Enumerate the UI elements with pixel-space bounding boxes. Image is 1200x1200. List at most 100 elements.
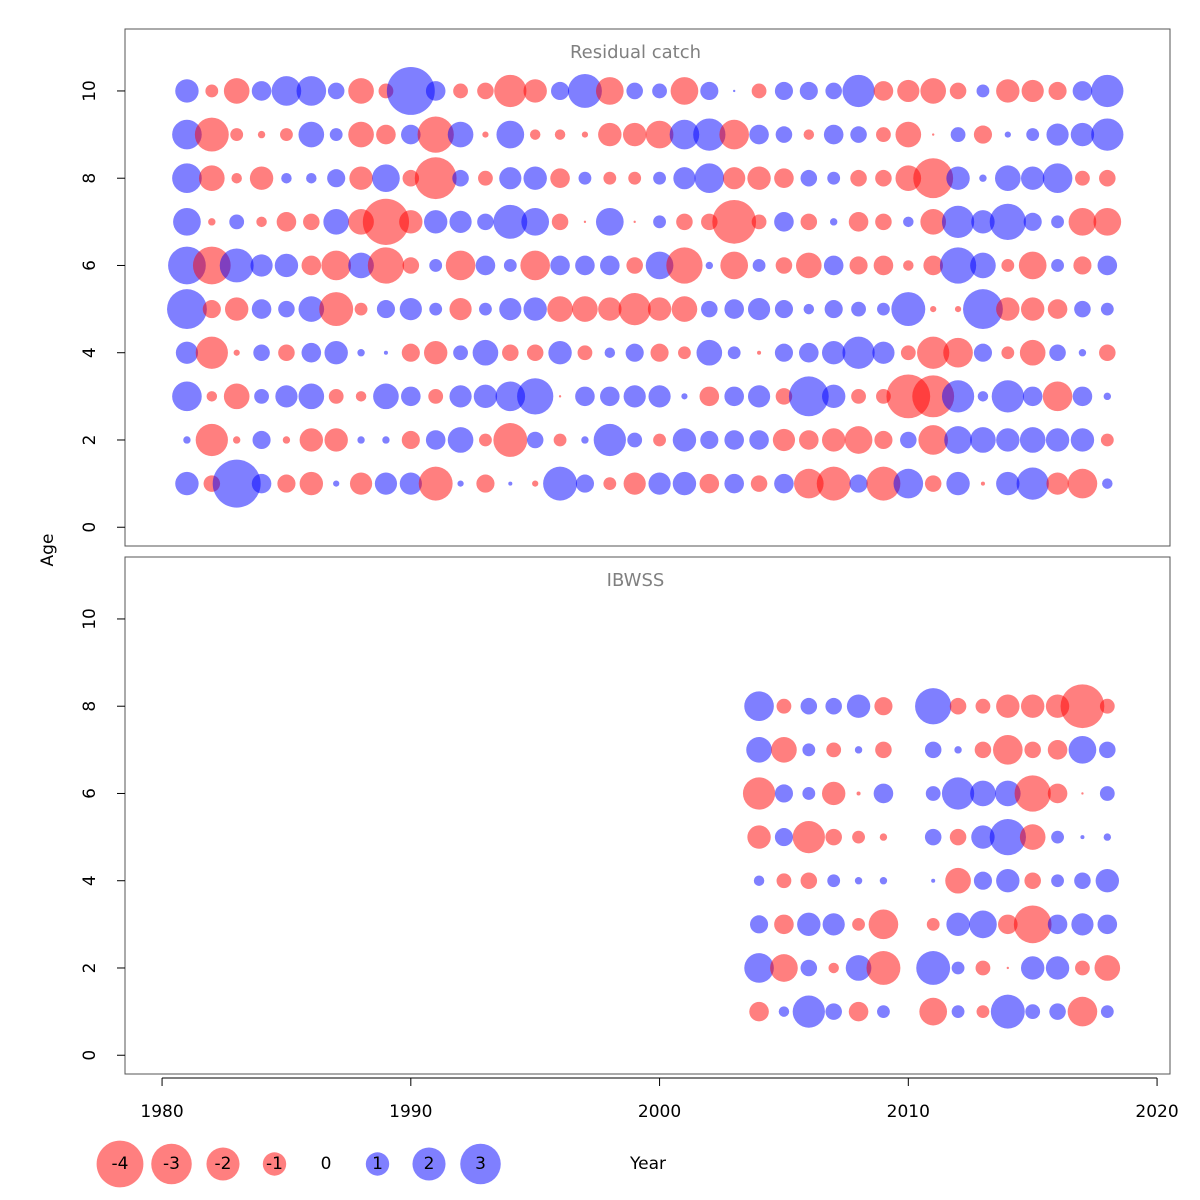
bubble — [328, 388, 344, 404]
bubble — [523, 166, 547, 190]
bubble — [744, 691, 774, 722]
bubble — [693, 118, 726, 151]
bubble — [849, 474, 868, 493]
bubble — [372, 164, 400, 193]
bubble — [846, 694, 871, 718]
bubble — [502, 344, 519, 361]
bubble — [1046, 472, 1069, 495]
bubble — [523, 79, 547, 103]
bubble — [648, 472, 671, 495]
bubble — [603, 171, 617, 185]
bubble — [823, 255, 844, 276]
bubble — [930, 306, 937, 313]
bubble — [321, 250, 351, 281]
bubble — [175, 471, 199, 496]
legend-label: 3 — [475, 1154, 486, 1174]
bubble — [219, 248, 254, 283]
bubble — [821, 781, 846, 806]
bubble — [653, 171, 666, 185]
bubble — [742, 777, 776, 810]
bubble — [231, 172, 242, 184]
bubble — [223, 383, 250, 410]
bubble — [669, 119, 700, 150]
bubble — [854, 746, 863, 754]
bubble — [493, 204, 528, 239]
bubble — [543, 466, 578, 501]
bubble — [877, 1005, 890, 1019]
bubble — [996, 79, 1020, 103]
bubble — [376, 124, 396, 145]
bubble — [547, 296, 573, 322]
bubble — [825, 697, 842, 715]
bubble — [324, 341, 348, 365]
bubble — [1021, 79, 1044, 103]
bubble — [996, 471, 1020, 496]
bubble — [827, 171, 841, 185]
bubble — [1067, 468, 1098, 499]
x-tick-label: 2000 — [638, 1102, 681, 1122]
bubble — [774, 168, 794, 188]
bubble — [277, 474, 296, 493]
bubble — [828, 962, 839, 974]
bubble — [453, 83, 468, 99]
bubble — [776, 873, 792, 889]
bubble — [478, 170, 493, 186]
bubble — [423, 341, 448, 365]
bubble — [333, 480, 340, 487]
legend-label: -2 — [215, 1154, 232, 1174]
bubble — [172, 381, 202, 412]
bubble — [299, 428, 324, 452]
bubble — [903, 216, 914, 228]
bubble — [825, 82, 842, 100]
bubble — [1047, 914, 1068, 935]
bubble — [851, 301, 866, 317]
bubble — [653, 215, 666, 229]
bubble — [429, 259, 443, 272]
bubble — [1078, 349, 1087, 357]
bubble — [924, 475, 942, 492]
bubble — [1020, 694, 1045, 718]
bubble — [751, 83, 767, 99]
bubble — [567, 73, 602, 108]
bubble — [598, 297, 622, 321]
bubble — [696, 339, 723, 366]
bubble — [256, 216, 267, 228]
bubble — [917, 336, 950, 369]
bubble — [349, 472, 373, 495]
y-tick-label: 4 — [80, 875, 100, 886]
bubble — [946, 166, 970, 190]
bubble — [971, 210, 995, 234]
bubble — [872, 341, 895, 364]
bubble — [1068, 207, 1097, 236]
bubble — [1073, 256, 1092, 275]
legend-label: -3 — [163, 1154, 180, 1174]
bubble — [202, 300, 221, 319]
bubble — [275, 385, 298, 408]
bubble — [550, 255, 570, 276]
bubble — [301, 342, 322, 363]
legend-bubble — [262, 1152, 287, 1176]
bubble — [452, 169, 469, 187]
bubble — [278, 300, 295, 318]
bubble — [551, 81, 570, 101]
bubble — [774, 784, 794, 803]
bubble — [971, 825, 995, 849]
bubble — [278, 344, 295, 361]
bubble — [1025, 1004, 1041, 1020]
bubble — [583, 220, 587, 224]
bubble — [946, 912, 970, 937]
bubble — [194, 117, 229, 152]
legend-label: -4 — [112, 1154, 129, 1174]
bubble — [1097, 255, 1118, 276]
bubble — [282, 436, 291, 444]
bubble — [526, 431, 544, 449]
bubble — [876, 127, 891, 142]
bubble — [875, 741, 892, 759]
bubble — [724, 386, 744, 407]
bubble — [1051, 215, 1064, 229]
bubble — [712, 199, 757, 244]
bubble — [939, 247, 977, 284]
bubble — [848, 212, 869, 232]
bubble — [623, 385, 646, 408]
panel-title: IBWSS — [607, 570, 665, 591]
